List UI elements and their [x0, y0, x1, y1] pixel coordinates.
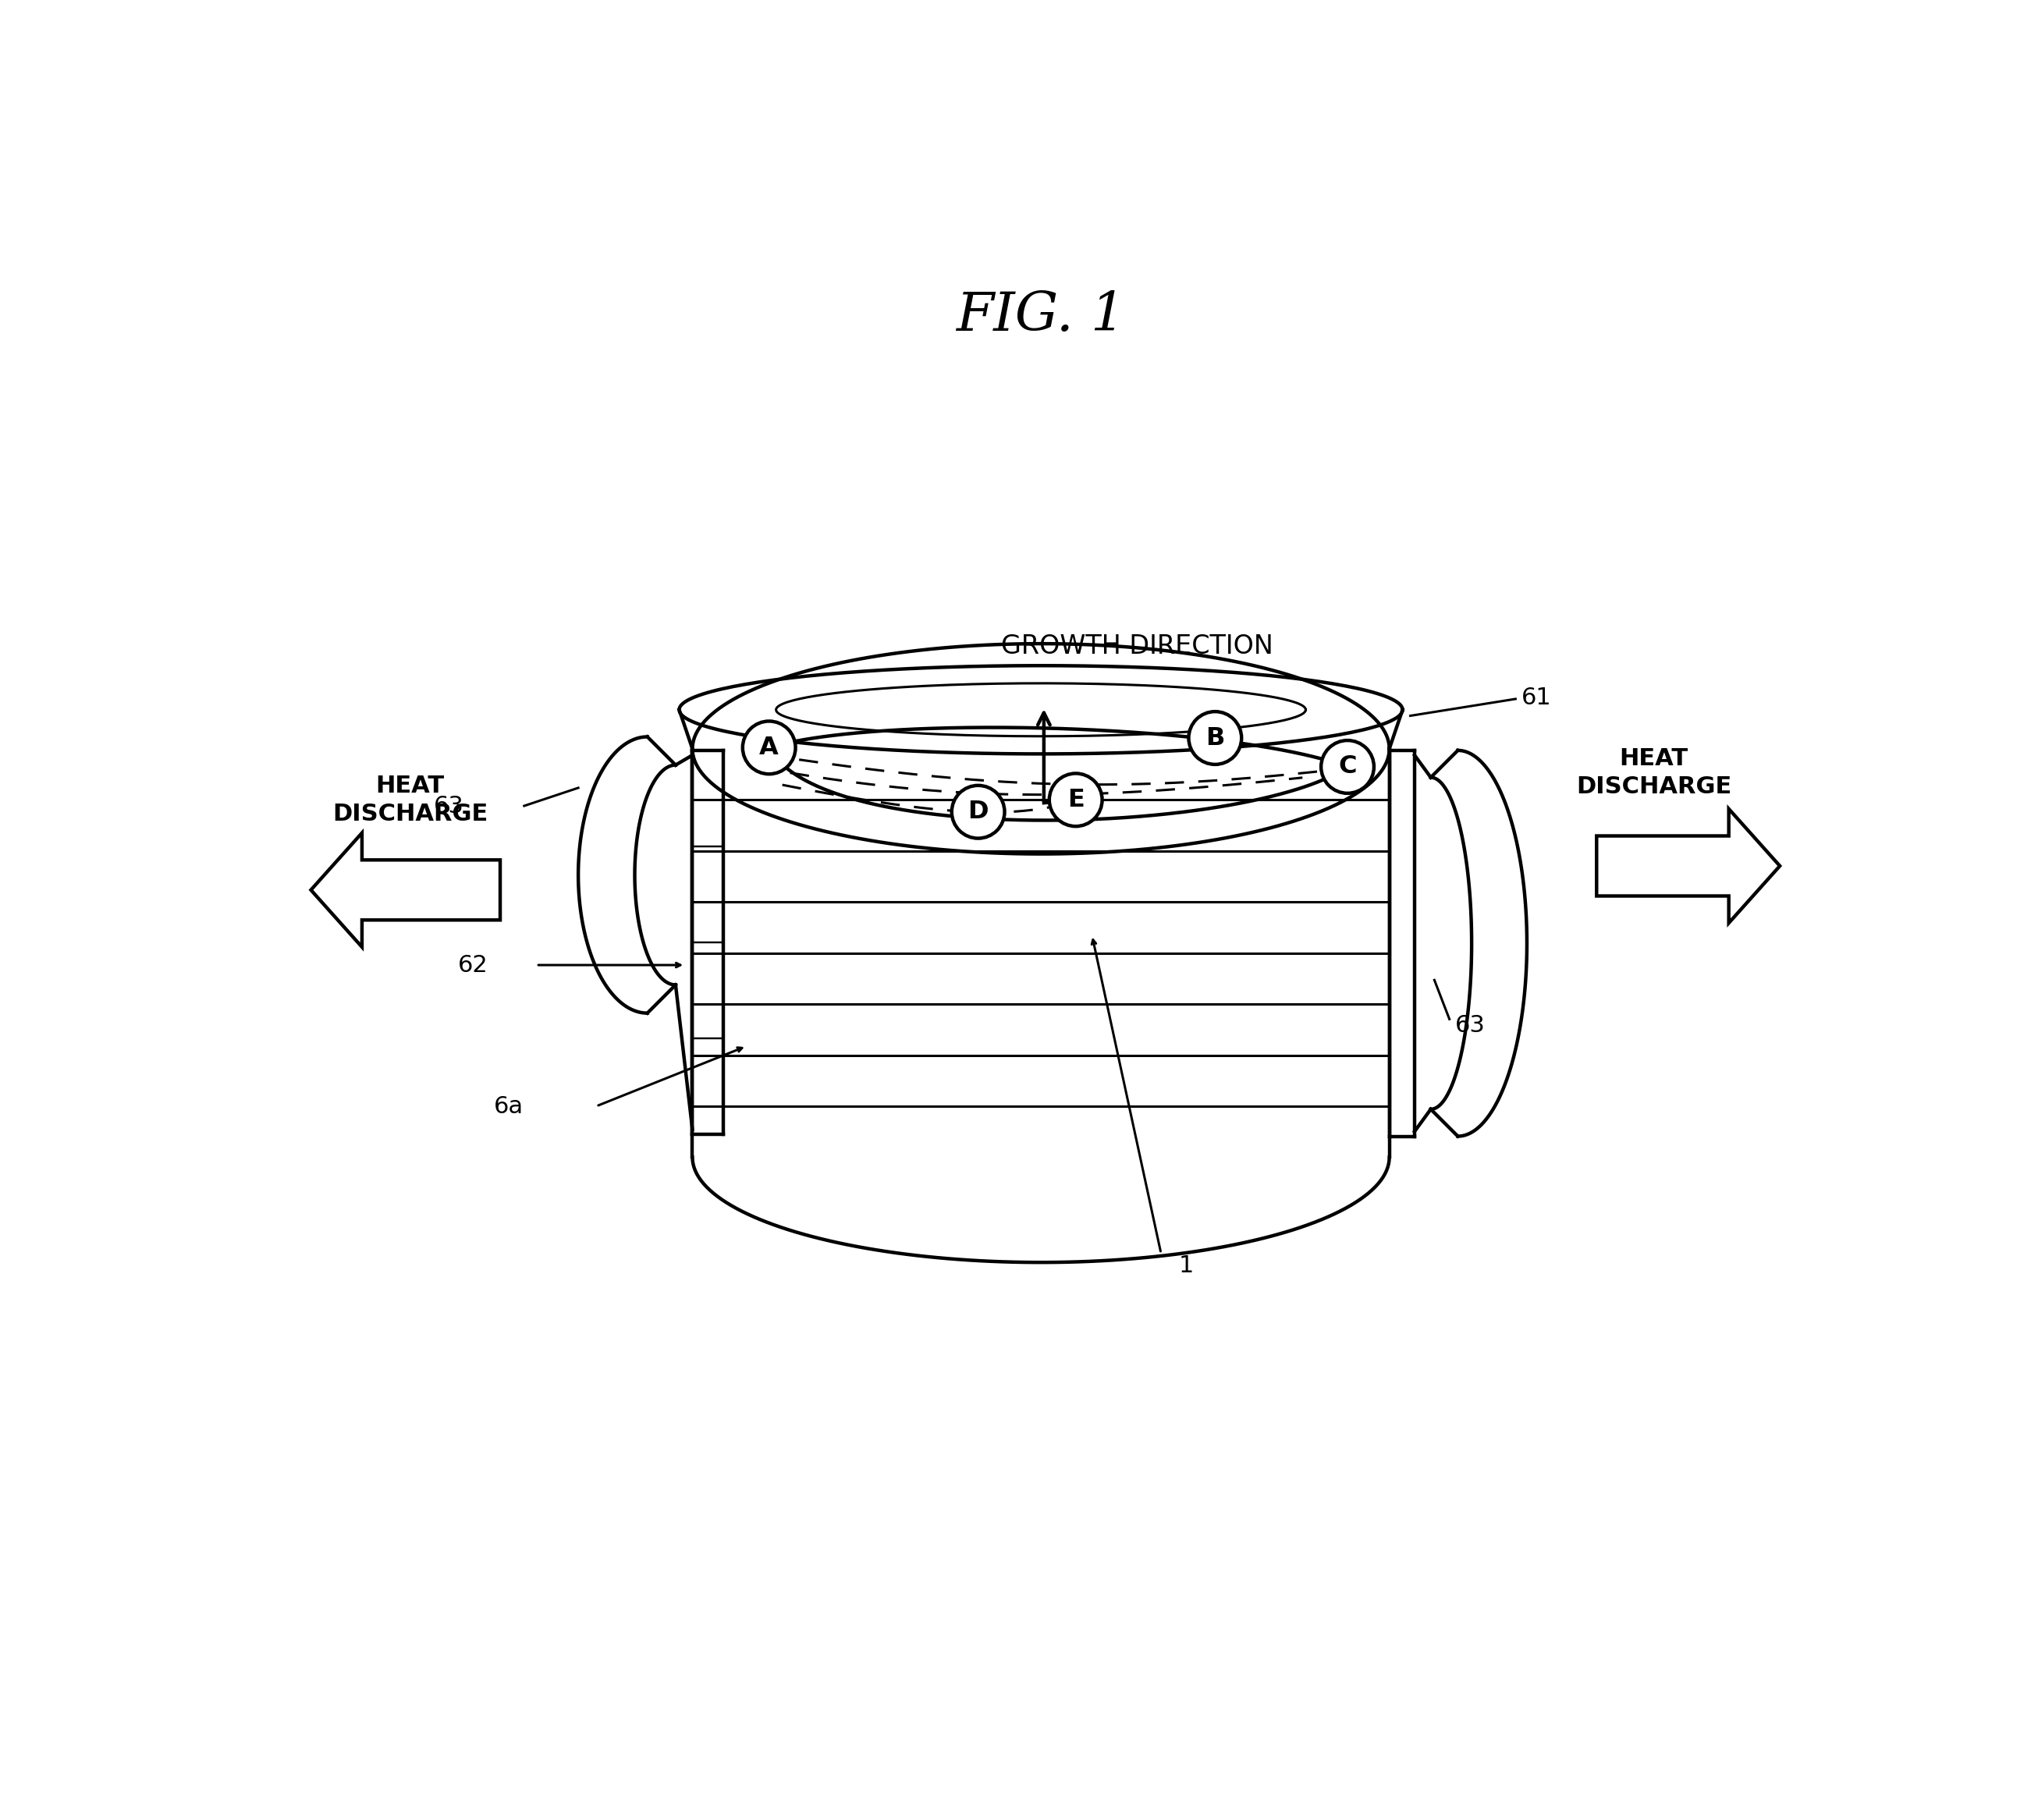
Text: 63: 63: [1455, 1014, 1486, 1036]
Circle shape: [1321, 741, 1374, 794]
Text: HEAT
DISCHARGE: HEAT DISCHARGE: [332, 775, 487, 824]
Text: 1: 1: [1180, 1254, 1194, 1276]
Text: 6a: 6a: [493, 1096, 524, 1117]
Text: 61: 61: [1522, 686, 1551, 710]
Circle shape: [1050, 774, 1103, 826]
Text: GROWTH DIRECTION: GROWTH DIRECTION: [1001, 633, 1274, 659]
Circle shape: [742, 721, 795, 774]
Text: 62: 62: [459, 954, 489, 976]
Circle shape: [952, 786, 1005, 839]
Text: FIG. 1: FIG. 1: [956, 289, 1125, 342]
Text: D: D: [968, 799, 988, 824]
Polygon shape: [1596, 808, 1779, 923]
Text: 63: 63: [434, 795, 465, 817]
Circle shape: [1188, 712, 1241, 764]
Text: A: A: [760, 735, 779, 759]
Text: B: B: [1206, 726, 1225, 750]
Text: E: E: [1068, 788, 1084, 812]
Text: HEAT
DISCHARGE: HEAT DISCHARGE: [1575, 748, 1732, 799]
Polygon shape: [312, 834, 499, 946]
Text: C: C: [1339, 755, 1357, 779]
